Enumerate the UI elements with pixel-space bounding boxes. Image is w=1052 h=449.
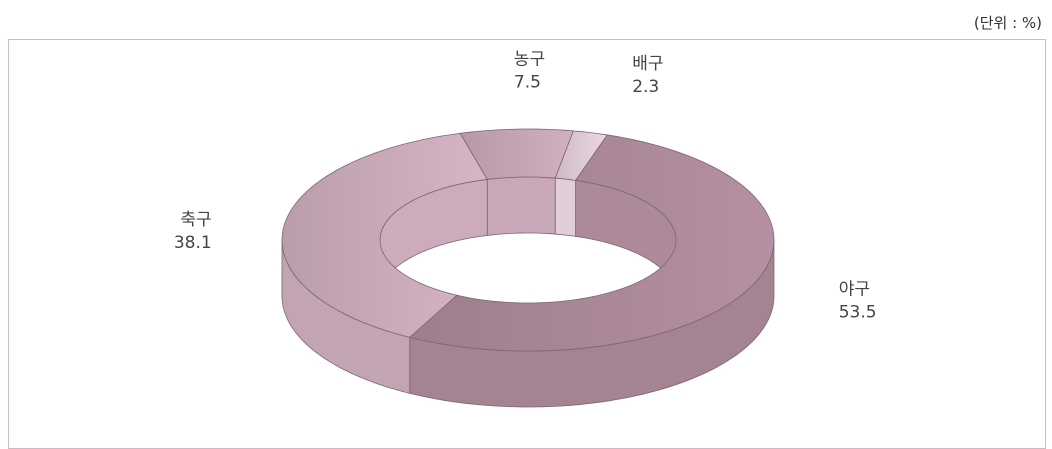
- unit-label: (단위 : %): [973, 14, 1042, 32]
- slice-value-label: 38.1: [174, 233, 212, 253]
- slice-inner-wall: [554, 177, 577, 237]
- slice-name-label: 축구: [180, 210, 211, 230]
- slice-labels: 농구 7.5 배구 2.3 야구 53.5 축구 38.1: [174, 50, 877, 323]
- slice-top-3: [281, 132, 488, 338]
- donut-top-faces: [281, 128, 775, 352]
- slice-value-label: 53.5: [839, 303, 877, 323]
- slice-name-label: 야구: [839, 280, 870, 300]
- slice-inner-wall: [486, 176, 556, 236]
- slice-name-label: 농구: [514, 50, 545, 70]
- slice-value-label: 2.3: [632, 77, 659, 97]
- slice-name-label: 배구: [632, 54, 663, 74]
- slice-value-label: 7.5: [514, 73, 541, 93]
